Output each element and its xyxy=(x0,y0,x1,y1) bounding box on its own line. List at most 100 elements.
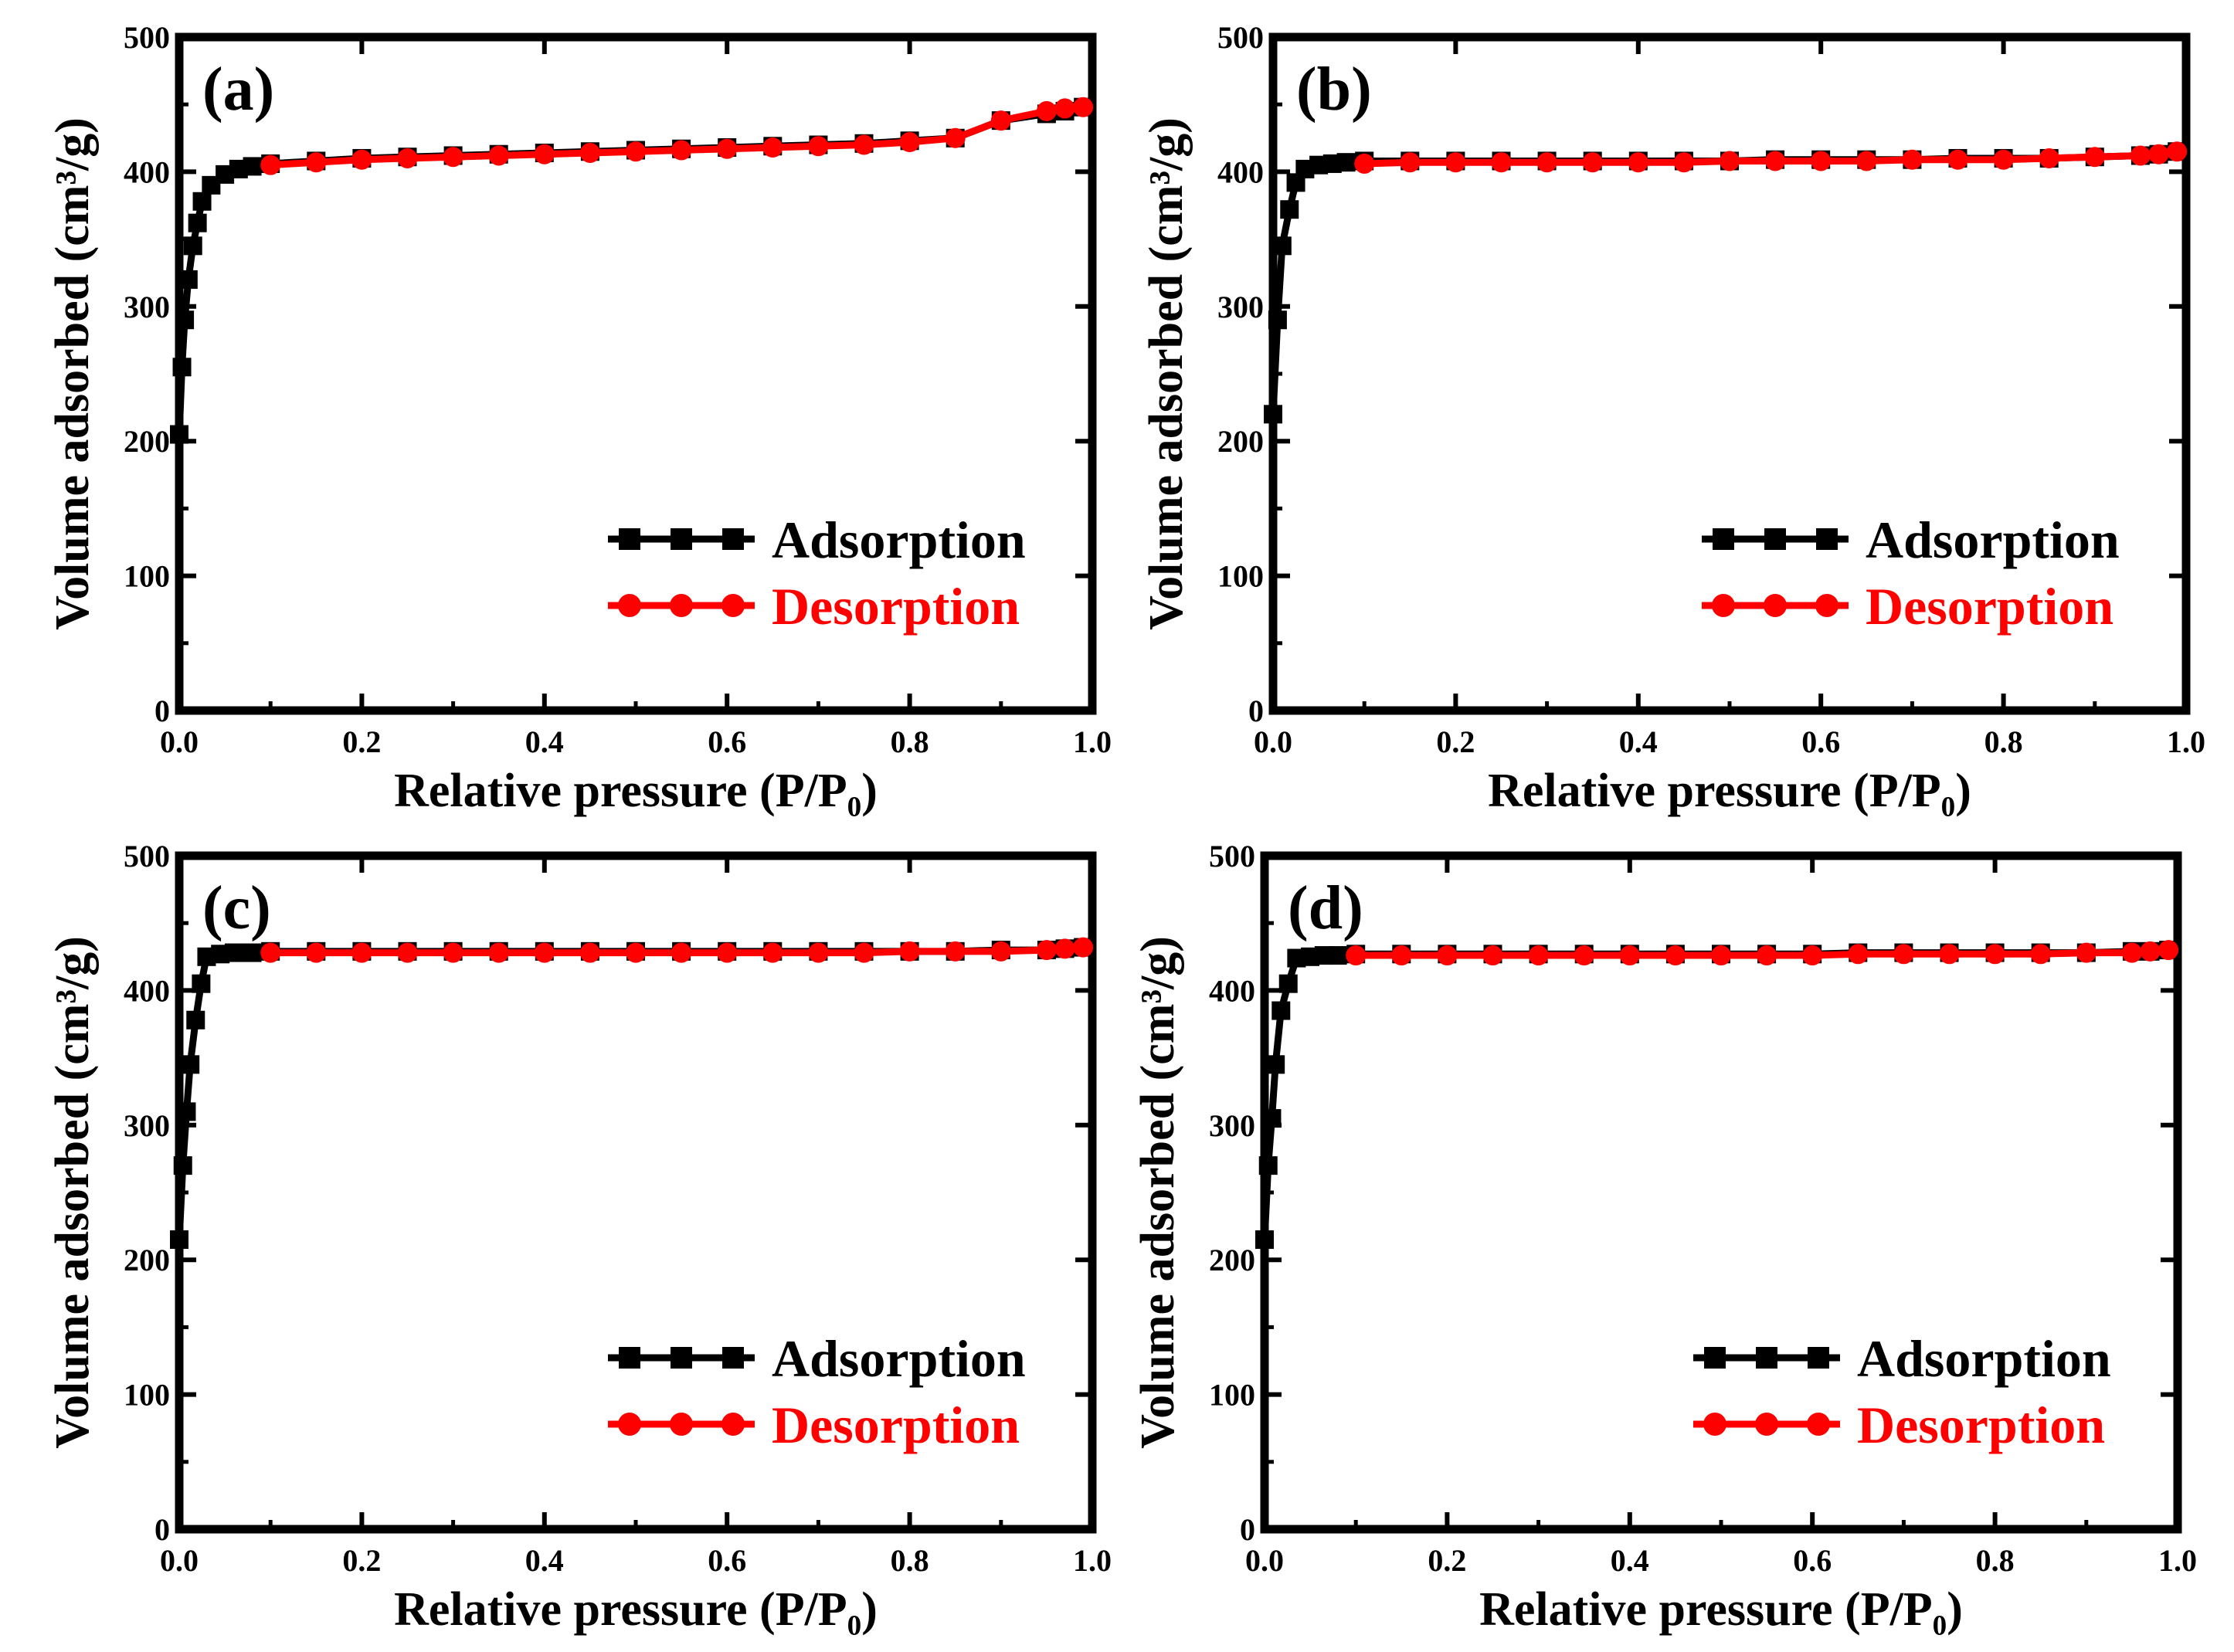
data-point xyxy=(1528,945,1549,966)
chart-panel: 0.0 0.2 0.4 0.6 0.8 1.0 0 100 200 300 400 500 Relati… xyxy=(46,20,1112,817)
data-point xyxy=(192,974,211,993)
data-point xyxy=(2130,145,2151,166)
x-tick-label: 0.2 xyxy=(342,1543,381,1578)
legend-label: Desorption xyxy=(772,577,1020,636)
y-tick-label: 0 xyxy=(154,694,170,728)
x-axis-title: Relative pressure (P/P₀) xyxy=(394,765,878,817)
data-point xyxy=(224,943,243,962)
x-tick-label: 0.8 xyxy=(1984,724,2023,759)
data-point xyxy=(1711,945,1731,966)
data-point xyxy=(1336,153,1356,172)
data-point xyxy=(626,141,646,162)
legend-marker xyxy=(1808,1347,1829,1369)
data-point xyxy=(899,132,920,153)
legend-label: Adsorption xyxy=(772,511,1026,569)
data-point xyxy=(1278,974,1298,993)
data-point xyxy=(1400,152,1421,173)
data-point xyxy=(1582,152,1603,173)
x-tick-label: 0.6 xyxy=(1793,1543,1832,1578)
data-point xyxy=(1574,945,1594,966)
x-tick-label: 0.4 xyxy=(1611,1543,1649,1578)
data-point xyxy=(1984,944,2005,965)
data-point xyxy=(260,942,281,963)
y-tick-label: 400 xyxy=(1209,973,1255,1008)
data-point xyxy=(181,1055,200,1074)
y-tick-label: 100 xyxy=(124,1378,170,1413)
y-tick-label: 300 xyxy=(1217,290,1264,324)
data-point xyxy=(762,137,783,158)
legend-marker xyxy=(670,1413,693,1436)
data-point xyxy=(397,148,418,168)
series-adsorption xyxy=(170,938,1093,1250)
y-axis-title: Volume adsorbed (cm³/g) xyxy=(46,117,99,630)
data-point xyxy=(1802,945,1823,966)
data-point xyxy=(1262,1109,1282,1128)
legend-marker xyxy=(1713,528,1734,550)
data-point xyxy=(443,942,463,963)
data-point xyxy=(1902,149,1923,170)
data-point xyxy=(1482,945,1503,966)
data-point xyxy=(854,134,874,155)
data-point xyxy=(2148,144,2169,165)
legend-marker xyxy=(1703,1413,1726,1436)
x-tick-label: 1.0 xyxy=(1073,724,1112,759)
data-point xyxy=(188,213,207,232)
data-point xyxy=(2039,148,2059,168)
y-tick-label: 500 xyxy=(1209,839,1255,873)
x-tick-label: 1.0 xyxy=(2158,1543,2197,1578)
series-desorption xyxy=(260,97,1094,175)
data-point xyxy=(1536,152,1557,173)
data-point xyxy=(351,149,372,170)
legend-marker xyxy=(1712,594,1735,617)
x-tick-label: 0.6 xyxy=(1801,724,1840,759)
data-point xyxy=(443,147,463,168)
data-point xyxy=(1036,940,1057,961)
series-line xyxy=(1269,148,2178,415)
data-point xyxy=(2084,147,2105,168)
data-point xyxy=(1036,100,1057,121)
legend-marker xyxy=(1755,1413,1778,1436)
legend-label: Adsorption xyxy=(1857,1329,2111,1388)
data-point xyxy=(1939,944,1960,965)
x-tick-label: 0.6 xyxy=(708,1543,746,1578)
data-point xyxy=(579,942,600,963)
series-line xyxy=(175,944,1084,1240)
legend-marker xyxy=(1704,1347,1726,1369)
data-point xyxy=(1054,98,1075,119)
series-desorption xyxy=(1354,141,2188,174)
y-tick-label: 100 xyxy=(1217,559,1264,594)
legend: Adsorption Desorption xyxy=(608,511,1026,636)
data-point xyxy=(1765,151,1786,171)
y-axis-title: Volume adsorbed (cm³/g) xyxy=(1132,936,1184,1449)
legend-label: Desorption xyxy=(772,1396,1020,1454)
data-point xyxy=(1391,945,1412,966)
data-point xyxy=(1264,405,1282,424)
legend-marker xyxy=(722,528,744,550)
x-axis-title: Relative pressure (P/P₀) xyxy=(1479,1583,1963,1636)
data-point xyxy=(488,145,509,166)
data-point xyxy=(1354,153,1375,174)
data-point xyxy=(990,941,1011,962)
data-point xyxy=(945,941,966,962)
legend-label: Adsorption xyxy=(772,1329,1026,1388)
legend-marker xyxy=(619,1347,640,1369)
chart-panel: 0.0 0.2 0.4 0.6 0.8 1.0 0 100 200 300 400 500 Relati… xyxy=(1140,20,2205,817)
data-point xyxy=(671,140,692,161)
x-axis-title: Relative pressure (P/P₀) xyxy=(1488,765,1971,817)
legend-label: Desorption xyxy=(1857,1396,2105,1454)
legend-marker xyxy=(671,1347,692,1369)
data-point xyxy=(170,1230,188,1250)
x-tick-label: 0.2 xyxy=(1428,1543,1466,1578)
x-axis-title: Relative pressure (P/P₀) xyxy=(394,1583,878,1636)
data-point xyxy=(178,270,198,289)
legend-marker xyxy=(1764,528,1786,550)
data-point xyxy=(1893,944,1914,965)
y-tick-label: 0 xyxy=(1248,694,1264,728)
data-point xyxy=(1665,945,1686,966)
y-tick-label: 500 xyxy=(124,20,170,55)
data-point xyxy=(1757,945,1777,966)
y-axis-title: Volume adsorbed (cm³/g) xyxy=(46,936,99,1449)
x-tick-label: 0.0 xyxy=(160,724,199,759)
data-point xyxy=(626,942,646,963)
